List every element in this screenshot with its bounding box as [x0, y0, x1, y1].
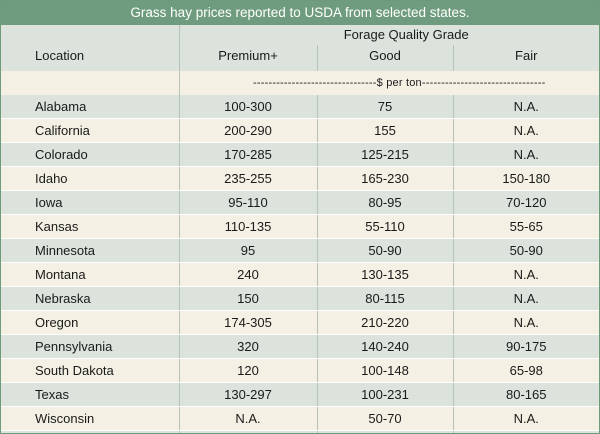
table-body: Alabama 100-300 75 N.A. California 200-290 155…: [1, 95, 599, 433]
location-cell: Wisconsin: [1, 406, 179, 431]
table-row: Idaho 235-255 165-230 150-180: [1, 166, 599, 191]
location-cell: Alabama: [1, 95, 179, 119]
location-header: Location: [1, 45, 179, 71]
table-row: South Dakota 120 100-148 65-98: [1, 358, 599, 383]
location-cell: Colorado: [1, 142, 179, 167]
table-row: Minnesota 95 50-90 50-90: [1, 238, 599, 263]
table-row: Texas 130-297 100-231 80-165: [1, 382, 599, 407]
table-row: Washington250-295180-260145-195: [1, 430, 599, 433]
good-cell: 165-230: [316, 166, 453, 191]
hay-price-table: Forage Quality Grade Location Premium+ G…: [1, 25, 599, 433]
fair-cell: 70-120: [452, 190, 599, 215]
fair-cell: N.A.: [452, 95, 599, 119]
premium-cell: 250-295: [178, 430, 317, 433]
location-cell: Kansas: [1, 214, 179, 239]
table-title: Grass hay prices reported to USDA from s…: [1, 1, 599, 25]
good-cell: 50-70: [316, 406, 453, 431]
fair-cell: 65-98: [452, 358, 599, 383]
premium-cell: 150: [178, 286, 317, 311]
fair-cell: N.A.: [452, 406, 599, 431]
fair-cell: N.A.: [452, 286, 599, 311]
good-cell: 80-95: [316, 190, 453, 215]
table-row: Nebraska 150 80-115 N.A.: [1, 286, 599, 311]
good-cell: 130-135: [316, 262, 453, 287]
premium-header: Premium+: [178, 45, 317, 71]
forage-quality-grade-header: Forage Quality Grade: [178, 25, 599, 45]
premium-cell: 120: [178, 358, 317, 383]
premium-cell: 95: [178, 238, 317, 263]
table-row: Montana 240 130-135 N.A.: [1, 262, 599, 287]
location-cell: Idaho: [1, 166, 179, 191]
location-cell: Nebraska: [1, 286, 179, 311]
good-cell: 125-215: [316, 142, 453, 167]
location-cell: Pennsylvania: [1, 334, 179, 359]
good-cell: 180-260: [316, 430, 453, 433]
good-cell: 75: [316, 95, 453, 119]
table-row: California 200-290 155 N.A.: [1, 118, 599, 143]
premium-cell: 174-305: [178, 310, 317, 335]
header-group-row: Forage Quality Grade: [1, 25, 599, 45]
units-row: --------------------------------$ per to…: [1, 71, 599, 95]
fair-cell: 50-90: [452, 238, 599, 263]
location-cell: Montana: [1, 262, 179, 287]
premium-cell: N.A.: [178, 406, 317, 431]
table-row: Oregon 174-305 210-220 N.A.: [1, 310, 599, 335]
units-label: --------------------------------$ per to…: [178, 71, 599, 95]
good-cell: 50-90: [316, 238, 453, 263]
fair-cell: 55-65: [452, 214, 599, 239]
header-column-row: Location Premium+ Good Fair: [1, 45, 599, 71]
good-cell: 80-115: [316, 286, 453, 311]
fair-cell: 145-195: [452, 430, 599, 433]
location-cell: Iowa: [1, 190, 179, 215]
good-cell: 100-231: [316, 382, 453, 407]
premium-cell: 170-285: [178, 142, 317, 167]
premium-cell: 200-290: [178, 118, 317, 143]
fair-cell: N.A.: [452, 118, 599, 143]
location-cell: Oregon: [1, 310, 179, 335]
table-row: Wisconsin N.A. 50-70 N.A.: [1, 406, 599, 431]
table-row: Alabama 100-300 75 N.A.: [1, 95, 599, 119]
good-cell: 140-240: [316, 334, 453, 359]
good-header: Good: [316, 45, 453, 71]
location-cell: California: [1, 118, 179, 143]
good-cell: 210-220: [316, 310, 453, 335]
fair-cell: N.A.: [452, 310, 599, 335]
premium-cell: 95-110: [178, 190, 317, 215]
premium-cell: 130-297: [178, 382, 317, 407]
premium-cell: 110-135: [178, 214, 317, 239]
table-row: Kansas 110-135 55-110 55-65: [1, 214, 599, 239]
premium-cell: 240: [178, 262, 317, 287]
good-cell: 155: [316, 118, 453, 143]
premium-cell: 235-255: [178, 166, 317, 191]
table-row: Colorado 170-285 125-215 N.A.: [1, 142, 599, 167]
location-cell: Minnesota: [1, 238, 179, 263]
good-cell: 55-110: [316, 214, 453, 239]
location-cell: South Dakota: [1, 358, 179, 383]
premium-cell: 100-300: [178, 95, 317, 119]
fair-cell: N.A.: [452, 142, 599, 167]
fair-cell: 80-165: [452, 382, 599, 407]
fair-header: Fair: [452, 45, 599, 71]
location-cell: Washington: [1, 430, 179, 433]
fair-cell: N.A.: [452, 262, 599, 287]
fair-cell: 150-180: [452, 166, 599, 191]
good-cell: 100-148: [316, 358, 453, 383]
premium-cell: 320: [178, 334, 317, 359]
table-row: Iowa 95-110 80-95 70-120: [1, 190, 599, 215]
fair-cell: 90-175: [452, 334, 599, 359]
table-row: Pennsylvania 320 140-240 90-175: [1, 334, 599, 359]
location-cell: Texas: [1, 382, 179, 407]
